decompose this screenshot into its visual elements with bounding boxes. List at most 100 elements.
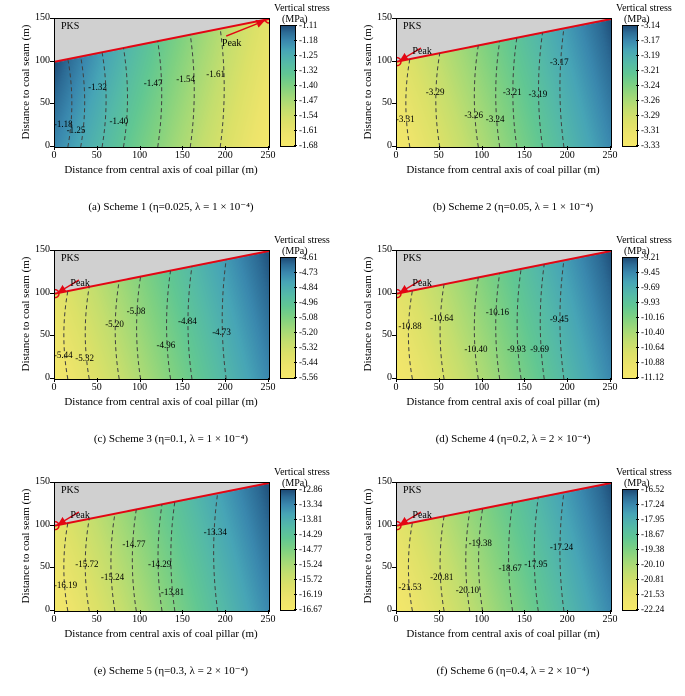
cbar-tick-label: -20.81 <box>641 574 664 584</box>
cbar-tick-label: -18.67 <box>641 529 664 539</box>
plot-area: -3.17-3.19-3.21-3.24-3.26-3.29-3.31PKSPe… <box>396 18 612 148</box>
cbar-tick-label: -4.73 <box>299 267 318 277</box>
cbar-tick <box>294 85 297 86</box>
heatmap <box>397 19 611 147</box>
x-tick-label: 100 <box>128 150 152 161</box>
x-tick-label: 250 <box>598 614 622 625</box>
cbar-tick-label: -9.45 <box>641 267 660 277</box>
x-tick-label: 250 <box>598 150 622 161</box>
cbar-tick-label: -5.08 <box>299 312 318 322</box>
cbar-tick-label: -10.88 <box>641 357 664 367</box>
x-tick-label: 150 <box>170 614 194 625</box>
y-tick <box>392 103 396 104</box>
cbar-tick-label: -15.24 <box>299 559 322 569</box>
x-tick-label: 150 <box>170 150 194 161</box>
pks-label: PKS <box>61 485 79 496</box>
pks-label: PKS <box>403 485 421 496</box>
panel-5: -13.34-13.81-14.29-14.77-15.24-15.72-16.… <box>0 464 342 696</box>
cbar-tick-label: -22.24 <box>641 604 664 614</box>
contour-value: -13.34 <box>204 527 227 537</box>
cbar-tick-label: -5.44 <box>299 357 318 367</box>
x-tick-label: 100 <box>470 150 494 161</box>
cbar-tick <box>636 25 639 26</box>
x-tick-label: 100 <box>128 614 152 625</box>
contour-value: -20.81 <box>430 572 453 582</box>
cbar-tick <box>636 594 639 595</box>
cbar-tick-label: -1.47 <box>299 95 318 105</box>
cbar-tick-label: -3.29 <box>641 110 660 120</box>
cbar-tick-label: -20.10 <box>641 559 664 569</box>
contour-value: -3.19 <box>529 89 548 99</box>
panel-caption: (d) Scheme 4 (η=0.2, λ = 2 × 10⁻⁴) <box>342 432 684 445</box>
cbar-tick <box>636 504 639 505</box>
cbar-tick <box>294 100 297 101</box>
contour-value: -5.08 <box>127 306 146 316</box>
peak-label: Peak <box>70 510 89 521</box>
cbar-tick-label: -21.53 <box>641 589 664 599</box>
contour-value: -16.19 <box>54 580 77 590</box>
cbar-tick-label: -19.38 <box>641 544 664 554</box>
contour-value: -17.24 <box>550 542 573 552</box>
cbar-tick-label: -3.19 <box>641 50 660 60</box>
cbar-tick <box>294 130 297 131</box>
cbar-tick <box>294 40 297 41</box>
cbar-tick <box>294 362 297 363</box>
cbar-tick-label: -1.32 <box>299 65 318 75</box>
x-tick-label: 200 <box>555 614 579 625</box>
contour-value: -3.24 <box>486 114 505 124</box>
x-tick-label: 200 <box>555 382 579 393</box>
cbar-tick-label: -3.31 <box>641 125 660 135</box>
contour-value: -9.69 <box>530 344 549 354</box>
cbar-tick-label: -1.54 <box>299 110 318 120</box>
plot-area: -4.73-4.84-4.96-5.08-5.20-5.32-5.44PKSPe… <box>54 250 270 380</box>
x-tick-label: 0 <box>384 150 408 161</box>
x-tick-label: 200 <box>555 150 579 161</box>
colorbar <box>622 25 638 147</box>
figure-grid: -1.18-1.25-1.32-1.40-1.47-1.54-1.61PKSPe… <box>0 0 685 696</box>
cbar-tick <box>294 302 297 303</box>
y-tick <box>50 61 54 62</box>
peak-label: Peak <box>222 38 241 49</box>
x-axis-label: Distance from central axis of coal pilla… <box>54 164 268 176</box>
x-axis-label: Distance from central axis of coal pilla… <box>396 164 610 176</box>
contour-value: -14.77 <box>122 539 145 549</box>
peak-label: Peak <box>412 510 431 521</box>
y-tick <box>50 335 54 336</box>
y-tick <box>50 482 54 483</box>
contour-value: -5.32 <box>75 353 94 363</box>
contour-value: -4.84 <box>178 316 197 326</box>
cbar-tick <box>294 332 297 333</box>
cbar-tick-label: -16.52 <box>641 484 664 494</box>
cbar-tick <box>636 272 639 273</box>
x-tick-label: 150 <box>512 150 536 161</box>
x-tick-label: 250 <box>256 150 280 161</box>
pks-label: PKS <box>61 21 79 32</box>
panel-caption: (f) Scheme 6 (η=0.4, λ = 2 × 10⁻⁴) <box>342 664 684 677</box>
cbar-tick <box>636 534 639 535</box>
y-axis-label: Distance to coal seam (m) <box>362 250 374 378</box>
panel-2: -3.17-3.19-3.21-3.24-3.26-3.29-3.31PKSPe… <box>342 0 684 232</box>
cbar-tick-label: -10.16 <box>641 312 664 322</box>
contour-value: -1.47 <box>144 78 163 88</box>
panel-caption: (b) Scheme 2 (η=0.05, λ = 1 × 10⁻⁴) <box>342 200 684 213</box>
cbar-tick-label: -1.18 <box>299 35 318 45</box>
cbar-tick <box>294 272 297 273</box>
y-tick <box>50 18 54 19</box>
cbar-tick <box>636 287 639 288</box>
x-tick-label: 50 <box>85 382 109 393</box>
colorbar <box>280 257 296 379</box>
x-tick-label: 50 <box>427 382 451 393</box>
cbar-tick-label: -3.21 <box>641 65 660 75</box>
contour-value: -5.20 <box>105 319 124 329</box>
cbar-tick-label: -5.32 <box>299 342 318 352</box>
cbar-tick <box>294 25 297 26</box>
cbar-tick-label: -4.96 <box>299 297 318 307</box>
colorbar <box>622 489 638 611</box>
panel-6: -17.24-17.95-18.67-19.38-20.10-20.81-21.… <box>342 464 684 696</box>
contour-value: -3.21 <box>503 87 522 97</box>
y-tick <box>50 525 54 526</box>
panel-caption: (a) Scheme 1 (η=0.025, λ = 1 × 10⁻⁴) <box>0 200 342 213</box>
cbar-tick-label: -17.24 <box>641 499 664 509</box>
x-tick-label: 0 <box>42 614 66 625</box>
contour-value: -3.29 <box>426 87 445 97</box>
